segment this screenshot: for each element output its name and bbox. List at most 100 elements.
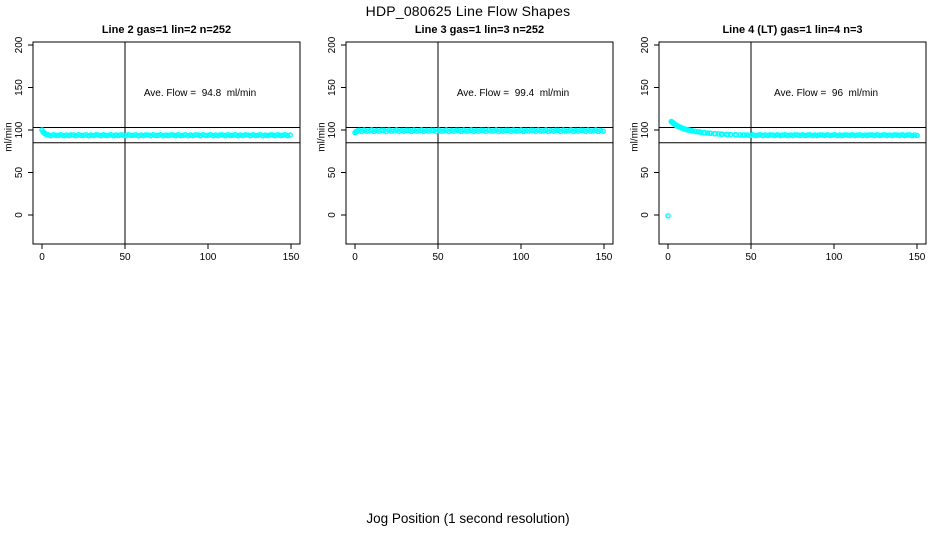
data-point: [242, 132, 249, 138]
data-point: [834, 132, 841, 139]
data-point: [262, 132, 269, 138]
data-point: [814, 132, 821, 139]
data-point: [125, 131, 132, 138]
data-point: [448, 127, 455, 134]
data-point: [861, 132, 868, 138]
x-tick-label: 100: [200, 252, 217, 263]
data-point: [520, 128, 527, 135]
data-point: [767, 132, 773, 138]
panel-title: Line 4 (LT) gas=1 lin=4 n=3: [722, 24, 863, 36]
y-tick-label: 150: [327, 79, 338, 96]
y-tick-label: 150: [640, 79, 651, 96]
data-point: [396, 128, 402, 135]
data-point: [413, 128, 420, 134]
data-point: [185, 132, 191, 139]
data-point: [167, 132, 174, 138]
data-point: [445, 128, 452, 135]
y-tick-label: 200: [640, 36, 651, 53]
data-point: [65, 132, 72, 139]
data-point: [701, 129, 708, 136]
data-point: [540, 128, 547, 134]
data-point: [762, 132, 768, 138]
data-point: [88, 132, 94, 138]
data-point: [438, 128, 445, 134]
data-point: [95, 132, 102, 138]
data-point: [824, 131, 831, 138]
data-point: [200, 131, 206, 138]
x-tick-label: 50: [432, 252, 444, 263]
y-tick-label: 100: [14, 121, 25, 138]
data-point: [222, 132, 229, 139]
data-point: [244, 132, 251, 138]
data-point: [478, 127, 484, 134]
data-point: [85, 132, 92, 139]
data-point: [804, 132, 811, 138]
data-point: [130, 132, 137, 139]
data-point: [177, 132, 184, 139]
data-point: [220, 132, 226, 138]
data-point: [864, 132, 870, 139]
x-tick-label: 0: [39, 252, 45, 263]
data-point: [217, 132, 224, 138]
data-point: [792, 132, 798, 138]
data-point: [725, 131, 731, 138]
data-point: [841, 132, 848, 138]
data-point: [147, 132, 154, 139]
data-point: [48, 132, 54, 139]
data-point: [553, 127, 559, 134]
data-point: [515, 128, 522, 134]
data-point: [799, 131, 806, 138]
y-axis-label: ml/min: [3, 122, 15, 152]
data-point: [565, 128, 572, 134]
x-tick-label: 150: [283, 252, 300, 263]
data-point: [363, 128, 370, 134]
data-point: [829, 132, 836, 138]
panel-title: Line 3 gas=1 lin=3 n=252: [414, 24, 545, 36]
data-point: [836, 132, 843, 138]
data-point: [819, 132, 826, 138]
data-point: [757, 131, 763, 138]
data-point: [195, 132, 201, 138]
data-point: [495, 128, 502, 135]
y-tick-label: 50: [14, 167, 25, 179]
ave-flow-annotation: Ave. Flow = 99.4 ml/min: [456, 88, 570, 99]
data-point: [103, 132, 109, 139]
data-point: [378, 127, 385, 134]
data-point: [538, 128, 544, 134]
data-point: [523, 127, 529, 134]
data-point: [118, 132, 124, 138]
data-point: [802, 132, 808, 139]
data-point: [906, 131, 913, 138]
data-point: [135, 132, 142, 139]
y-axis-label: ml/min: [629, 122, 641, 152]
x-tick-label: 100: [513, 252, 530, 263]
data-point: [98, 132, 104, 139]
data-point: [279, 132, 286, 139]
data-point: [744, 132, 751, 138]
data-point: [137, 132, 144, 138]
data-point: [172, 132, 179, 139]
data-point: [914, 132, 920, 139]
y-tick-label: 150: [14, 79, 25, 96]
data-point: [856, 131, 863, 138]
data-point: [453, 127, 460, 134]
data-point: [859, 132, 865, 139]
data-point: [545, 128, 552, 135]
data-point: [831, 131, 838, 138]
data-point: [727, 131, 734, 138]
data-point: [249, 131, 256, 138]
data-point: [712, 130, 719, 137]
data-point: [881, 131, 888, 138]
data-point: [90, 132, 97, 139]
data-point: [391, 128, 397, 134]
data-point: [366, 128, 372, 134]
data-point: [373, 127, 380, 134]
data-point: [874, 131, 880, 138]
data-point: [777, 132, 783, 139]
data-point: [772, 132, 778, 139]
data-point: [259, 132, 266, 139]
data-point: [63, 132, 69, 138]
data-point: [269, 132, 276, 138]
data-point: [165, 132, 171, 139]
y-tick-label: 0: [14, 212, 25, 218]
